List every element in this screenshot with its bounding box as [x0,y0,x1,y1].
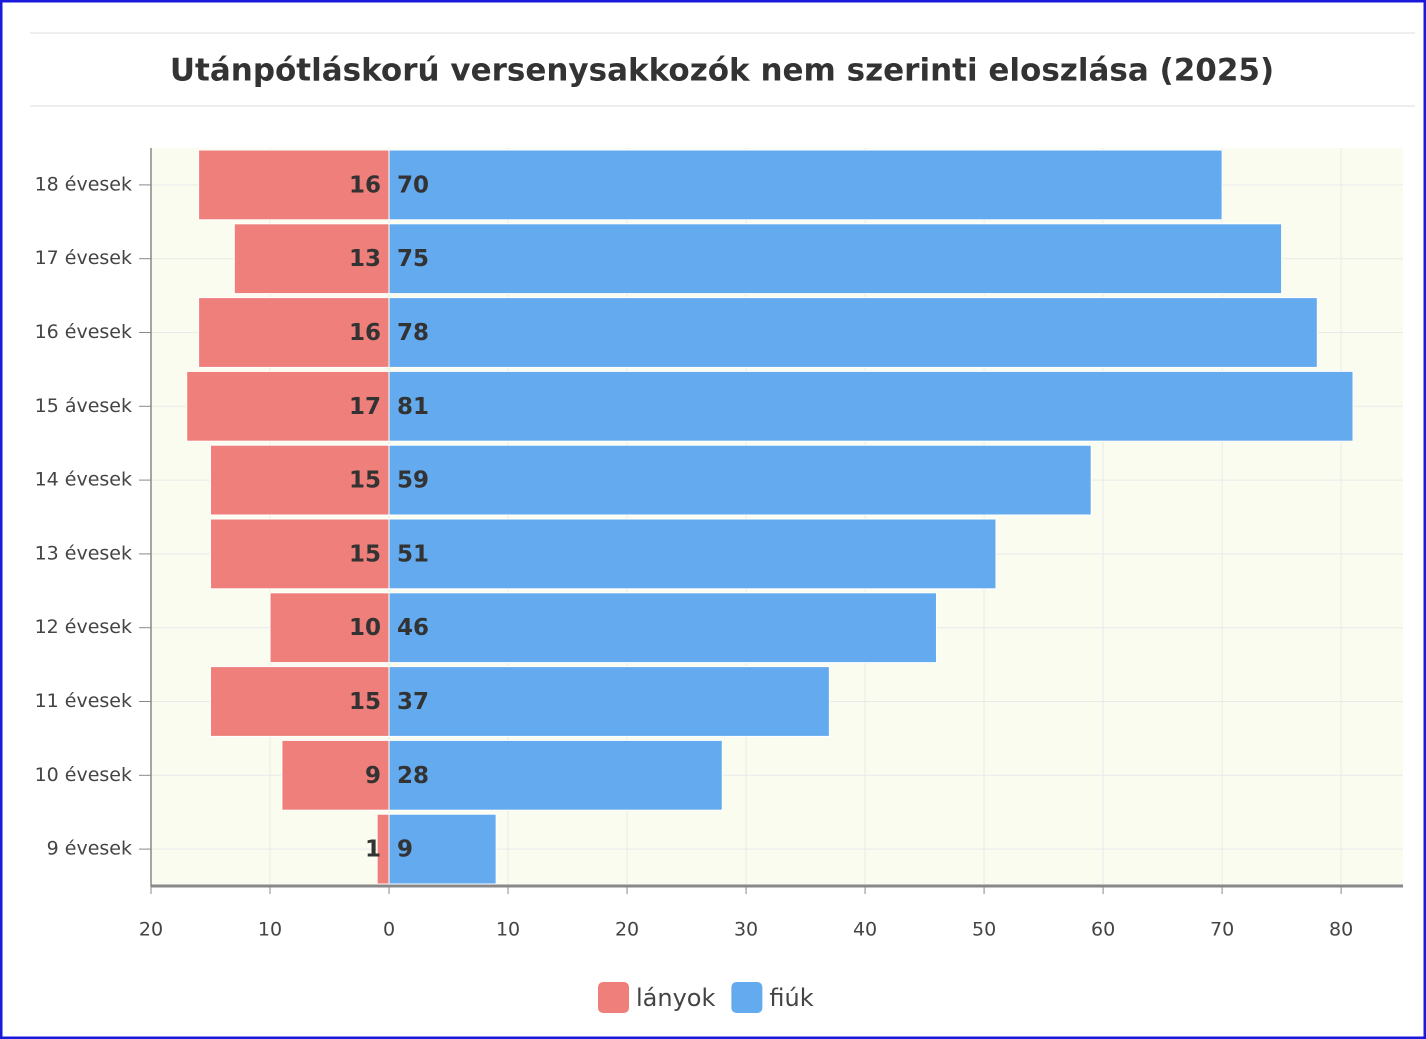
data-label: 70 [397,172,429,198]
bar [388,370,1354,442]
y-tick-label: 16 évesek [35,321,132,343]
bar [269,592,390,664]
y-tick-label: 14 évesek [35,469,132,491]
data-label: 16 [349,172,381,198]
data-label: 13 [349,246,381,272]
bar [388,813,497,885]
x-tick-label: 60 [1091,919,1115,941]
bar [388,149,1223,221]
y-tick-label: 10 évesek [35,764,132,786]
y-tick-label: 17 évesek [35,247,132,269]
bar [233,223,390,295]
data-label: 17 [349,394,381,420]
legend-label: lányok [636,984,715,1012]
bar [198,149,390,221]
data-label: 15 [349,468,381,494]
x-tick-label: 40 [853,919,877,941]
data-label: 81 [397,394,429,420]
bar [388,592,937,664]
bar [281,739,390,811]
x-tick-label: 20 [139,919,163,941]
data-label: 75 [397,246,429,272]
bar [388,518,997,590]
data-label: 78 [397,320,429,346]
x-tick-label: 50 [972,919,996,941]
data-label: 46 [397,615,429,641]
bar [388,666,830,737]
x-tick-label: 10 [496,919,520,941]
y-tick-label: 11 évesek [35,690,132,712]
x-tick-label: 70 [1210,919,1234,941]
x-tick-label: 80 [1329,919,1353,941]
data-label: 59 [397,468,429,494]
data-label: 16 [349,320,381,346]
x-tick-label: 30 [734,919,758,941]
bar [186,370,390,442]
bar [210,666,390,737]
data-label: 9 [365,763,381,789]
data-label: 9 [397,837,413,863]
data-label: 15 [349,689,381,715]
y-tick-label: 12 évesek [35,616,132,638]
y-tick-label: 13 évesek [35,542,132,564]
data-label: 51 [397,541,429,567]
bar [198,297,390,368]
legend-label: fiúk [769,984,813,1012]
chart-title: Utánpótláskorú versenysakkozók nem szeri… [170,53,1274,89]
y-tick-label: 9 évesek [47,838,132,860]
data-label: 1 [365,837,381,863]
legend-swatch [731,982,763,1013]
bar [388,297,1318,368]
data-label: 37 [397,689,429,715]
y-tick-label: 18 évesek [35,173,132,195]
bar [388,223,1283,295]
bar [388,739,723,811]
data-label: 15 [349,541,381,567]
bar [210,518,390,590]
legend-swatch [598,982,629,1013]
bar [210,444,390,516]
bar [388,444,1092,516]
x-tick-label: 0 [383,919,395,941]
data-label: 10 [349,615,381,641]
x-tick-label: 20 [615,919,639,941]
x-tick-label: 10 [258,919,282,941]
data-label: 28 [397,763,429,789]
y-tick-label: 15 ávesek [35,395,132,417]
